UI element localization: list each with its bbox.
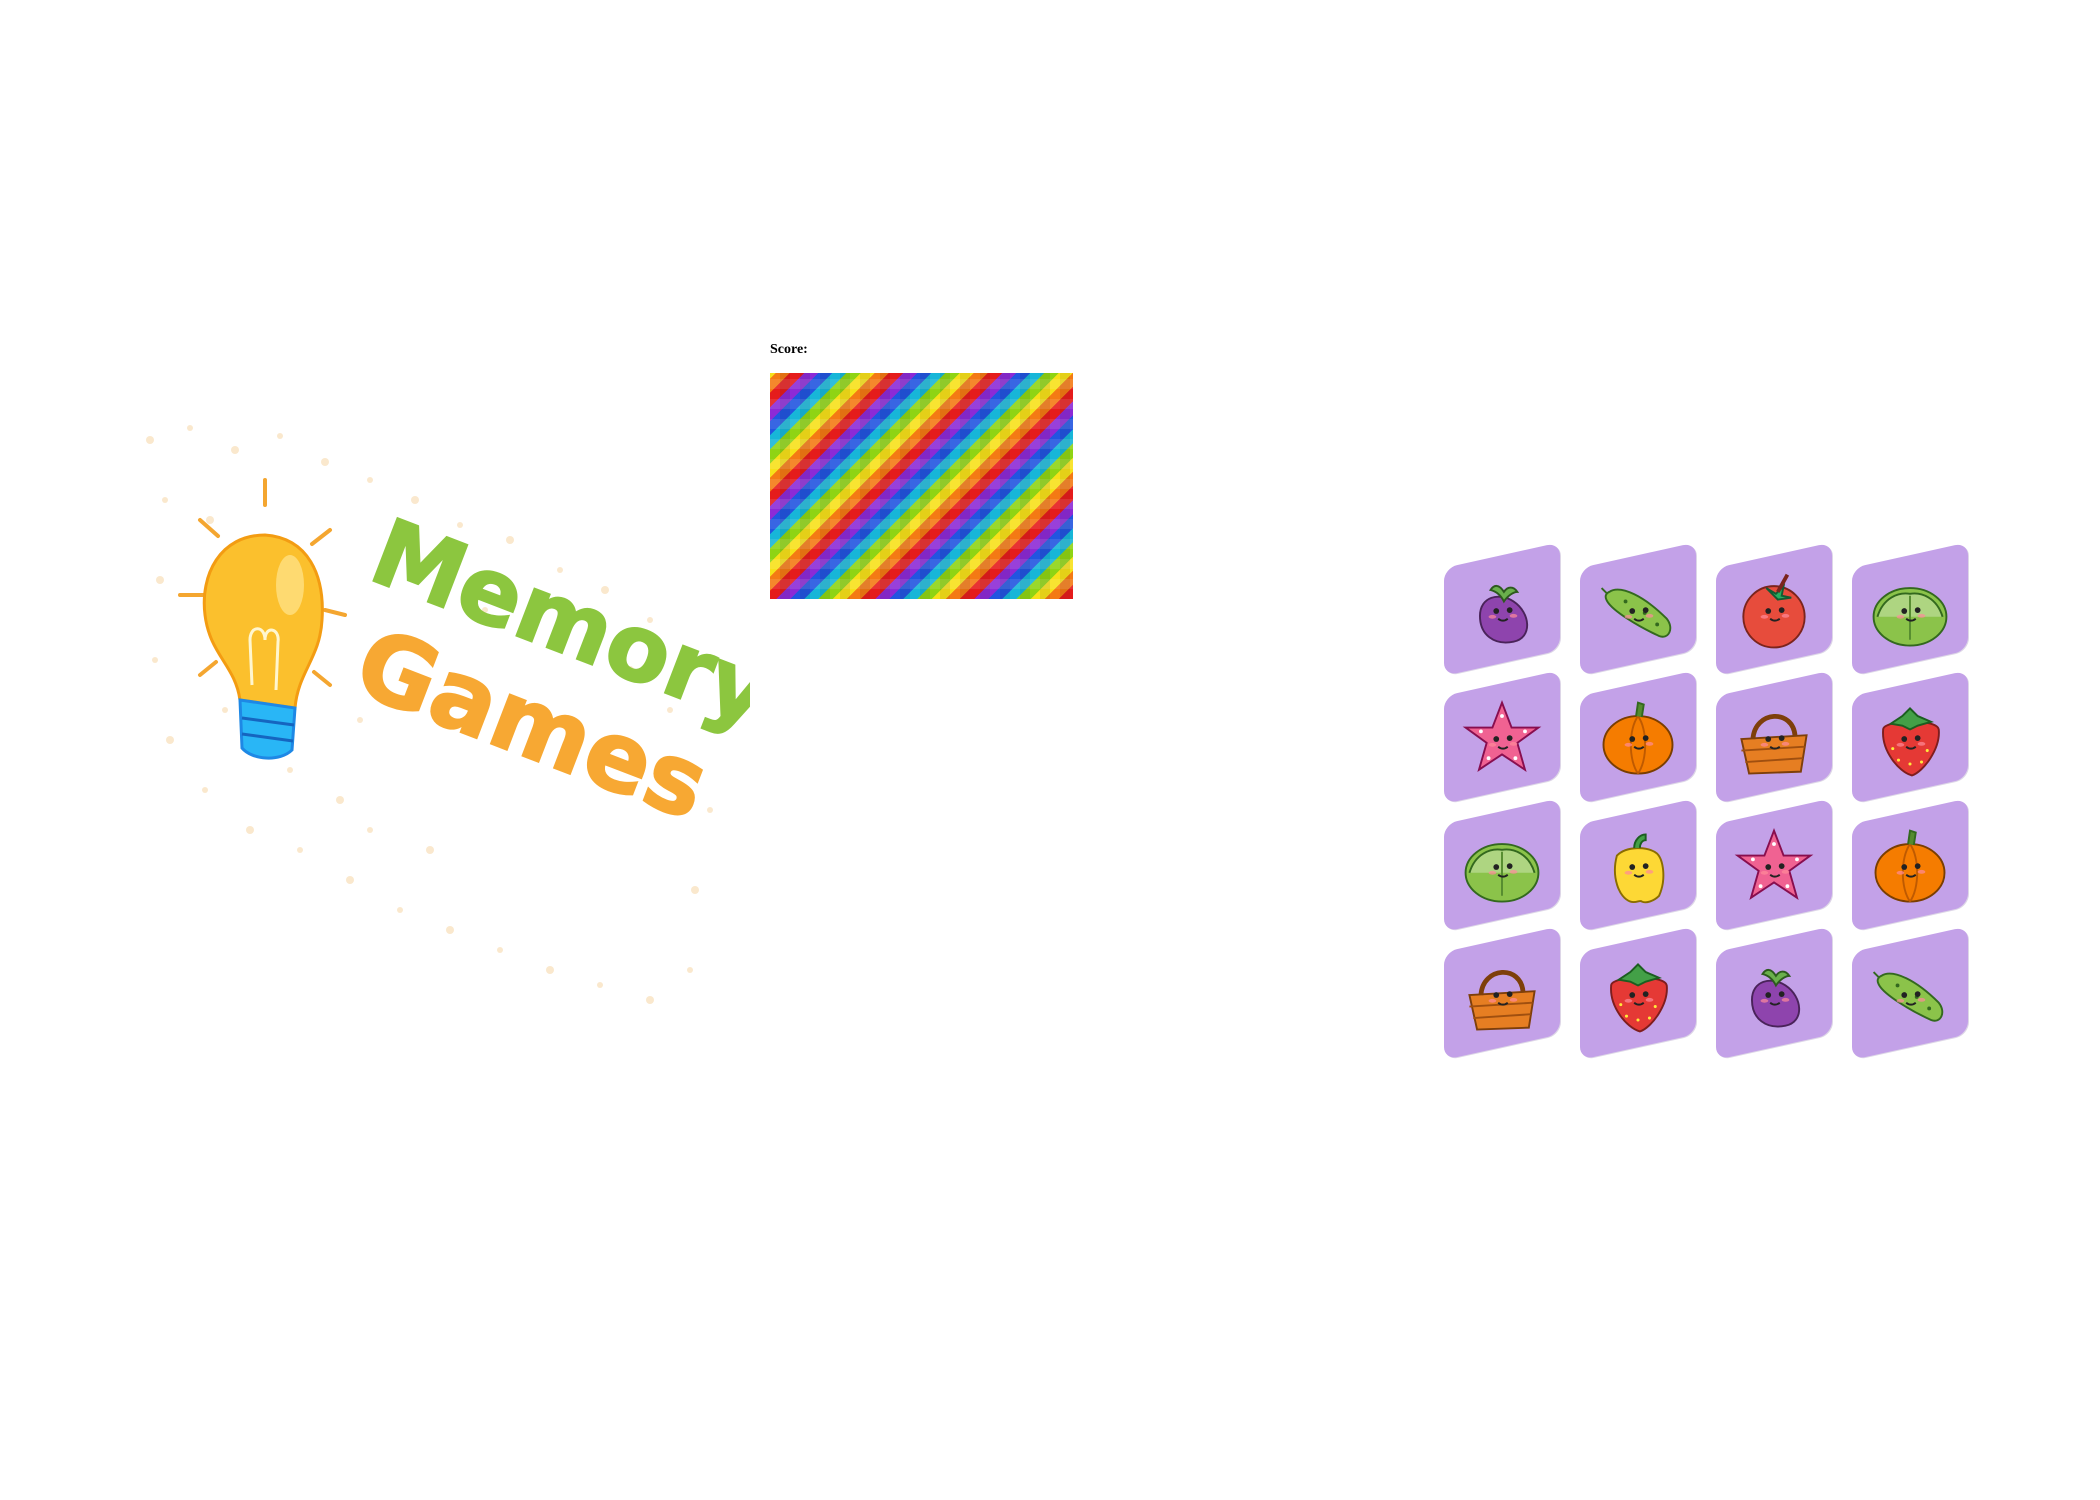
memory-card-pumpkin[interactable]: [1580, 670, 1696, 804]
cabbage-icon: [1872, 587, 1948, 647]
pumpkin-icon: [1602, 701, 1674, 775]
memory-card-strawberry[interactable]: [1580, 926, 1696, 1060]
eggplant-icon: [1478, 584, 1529, 644]
memory-card-tomato[interactable]: [1716, 542, 1832, 676]
strawberry-icon: [1882, 707, 1940, 777]
tomato-icon: [1742, 573, 1806, 649]
pumpkin-icon: [1874, 829, 1946, 903]
memory-card-pumpkin[interactable]: [1852, 798, 1968, 932]
cucumber-icon: [1600, 587, 1672, 638]
memory-card-cabbage[interactable]: [1444, 798, 1560, 932]
pepper-icon: [1614, 833, 1665, 904]
starfish-icon: [1462, 699, 1542, 772]
eggplant-icon: [1750, 968, 1801, 1028]
starfish-icon: [1734, 827, 1814, 900]
memory-card-basket[interactable]: [1716, 670, 1832, 804]
memory-card-starfish[interactable]: [1716, 798, 1832, 932]
memory-card-strawberry[interactable]: [1852, 670, 1968, 804]
cucumber-icon: [1872, 971, 1944, 1022]
strawberry-icon: [1610, 963, 1668, 1033]
sparkle-background: [146, 425, 713, 1004]
memory-card-cucumber[interactable]: [1580, 542, 1696, 676]
memory-card-eggplant[interactable]: [1716, 926, 1832, 1060]
light-bulb-icon: [178, 478, 347, 760]
memory-card-eggplant[interactable]: [1444, 542, 1560, 676]
memory-card-basket[interactable]: [1444, 926, 1560, 1060]
basket-icon: [1468, 970, 1536, 1031]
memory-card-cucumber[interactable]: [1852, 926, 1968, 1060]
cabbage-icon: [1464, 843, 1540, 903]
memory-games-logo: Memory Games: [130, 410, 750, 1030]
memory-card-starfish[interactable]: [1444, 670, 1560, 804]
memory-card-pepper[interactable]: [1580, 798, 1696, 932]
memory-card-cabbage[interactable]: [1852, 542, 1968, 676]
basket-icon: [1740, 714, 1808, 775]
game-board[interactable]: [770, 373, 1073, 599]
score-label: Score:: [770, 342, 808, 357]
